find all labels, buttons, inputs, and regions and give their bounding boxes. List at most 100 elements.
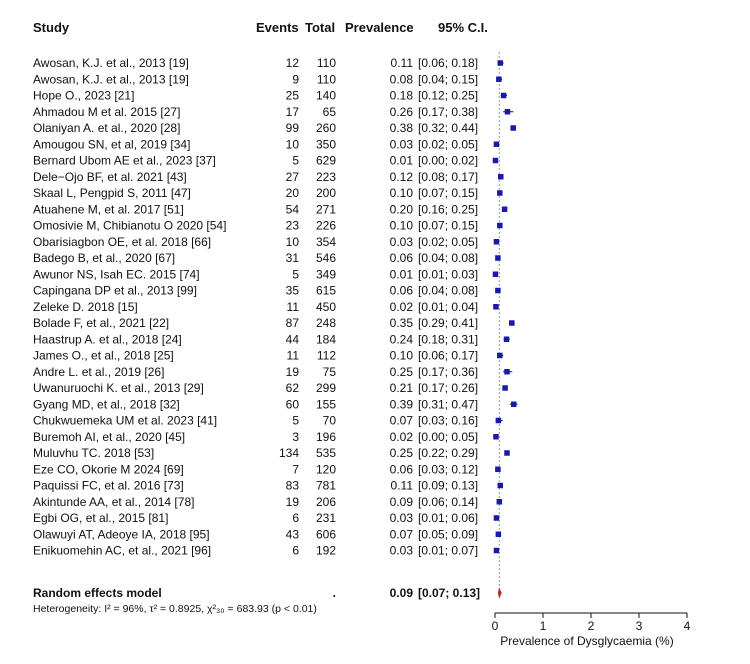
prevalence-value: 0.39 [390, 397, 414, 411]
study-box [498, 174, 504, 180]
study-box [495, 287, 501, 294]
prevalence-value: 0.03 [390, 544, 414, 558]
ci-value: [0.01; 0.03] [418, 267, 478, 281]
prevalence-value: 0.02 [390, 430, 414, 444]
study-label: Uwanuruochi K. et al., 2013 [29] [33, 381, 204, 395]
total-value: 271 [316, 202, 336, 216]
total-value: 231 [316, 511, 336, 525]
summary-prevalence: 0.09 [390, 586, 414, 600]
study-label: Amougou SN, et al, 2019 [34] [33, 137, 190, 151]
study-label: Egbi OG, et al., 2015 [81] [33, 511, 168, 525]
summary-label: Random effects model [33, 586, 162, 600]
study-label: Olaniyan A. et al., 2020 [28] [33, 121, 180, 135]
study-box [496, 499, 503, 505]
study-label: Omosivie M, Chibianotu O 2020 [54] [33, 219, 226, 233]
study-box [497, 190, 503, 196]
events-value: 44 [286, 332, 300, 346]
total-value: 350 [316, 137, 336, 151]
total-value: 450 [316, 300, 336, 314]
total-value: 299 [316, 381, 336, 395]
prevalence-value: 0.01 [390, 154, 414, 168]
study-label: Awunor NS, Isah EC. 2015 [74] [33, 267, 200, 281]
x-tick-label: 1 [540, 619, 547, 633]
study-box [495, 531, 502, 537]
study-box [504, 109, 511, 115]
study-label: Hope O., 2023 [21] [33, 89, 134, 103]
study-box [492, 157, 499, 164]
events-value: 5 [292, 414, 299, 428]
total-value: 65 [323, 105, 337, 119]
study-box [503, 336, 510, 342]
prevalence-value: 0.25 [390, 446, 414, 460]
study-box [497, 352, 503, 359]
ci-value: [0.29; 0.41] [418, 316, 478, 330]
ci-value: [0.05; 0.09] [418, 527, 478, 541]
prevalence-value: 0.24 [390, 332, 414, 346]
study-box [493, 547, 500, 554]
study-label: Olawuyi AT, Adeoye IA, 2018 [95] [33, 527, 210, 541]
total-value: 112 [317, 349, 336, 363]
study-label: Capingana DP et al., 2013 [99] [33, 284, 197, 298]
events-value: 10 [286, 235, 300, 249]
events-value: 60 [286, 397, 300, 411]
ci-value: [0.18; 0.31] [418, 332, 478, 346]
study-label: Gyang MD, et al., 2018 [32] [33, 397, 180, 411]
events-value: 87 [286, 316, 300, 330]
total-value: 546 [316, 251, 336, 265]
prevalence-value: 0.01 [390, 267, 414, 281]
ci-value: [0.06; 0.18] [418, 56, 478, 70]
total-value: 120 [316, 462, 336, 476]
study-box [497, 482, 504, 489]
header-study: Study [33, 20, 70, 35]
events-value: 11 [287, 349, 300, 363]
total-value: 206 [316, 495, 336, 509]
study-label: Buremoh AI, et al., 2020 [45] [33, 430, 185, 444]
prevalence-value: 0.06 [390, 284, 414, 298]
total-value: 606 [316, 527, 336, 541]
ci-value: [0.12; 0.25] [418, 89, 478, 103]
total-value: 200 [316, 186, 336, 200]
study-box [493, 141, 500, 147]
total-value: 248 [316, 316, 336, 330]
study-label: Haastrup A. et al., 2018 [24] [33, 332, 182, 346]
events-value: 23 [286, 219, 300, 233]
total-value: 615 [316, 284, 336, 298]
total-value: 354 [316, 235, 336, 249]
study-box [495, 255, 501, 261]
events-value: 62 [286, 381, 300, 395]
study-box [496, 76, 502, 82]
study-label: Enikuomehin AC, et al., 2021 [96] [33, 544, 211, 558]
header-ci: 95% C.I. [438, 20, 488, 35]
x-tick-label: 4 [684, 619, 691, 633]
study-label: Bolade F, et al., 2021 [22] [33, 316, 169, 330]
events-value: 35 [286, 284, 300, 298]
study-box [510, 401, 517, 407]
events-value: 10 [286, 137, 300, 151]
prevalence-value: 0.02 [390, 300, 414, 314]
ci-value: [0.04; 0.08] [418, 284, 478, 298]
header-events: Events [256, 20, 299, 35]
events-value: 43 [286, 527, 300, 541]
events-value: 3 [292, 430, 299, 444]
total-value: 184 [316, 332, 336, 346]
study-box [493, 515, 500, 521]
study-label: Andre L. et al., 2019 [26] [33, 365, 164, 379]
x-tick-label: 3 [636, 619, 643, 633]
events-value: 54 [286, 202, 300, 216]
ci-value: [0.01; 0.07] [418, 544, 478, 558]
summary-events: . [333, 586, 336, 600]
study-label: Ahmadou M et al. 2015 [27] [33, 105, 180, 119]
total-value: 75 [323, 365, 337, 379]
events-value: 99 [286, 121, 300, 135]
study-box [493, 434, 499, 440]
total-value: 223 [316, 170, 336, 184]
study-label: Chukwuemeka UM et al. 2023 [41] [33, 414, 217, 428]
study-box [497, 60, 504, 66]
study-label: Bernard Ubom AE et al., 2023 [37] [33, 154, 216, 168]
study-label: Awosan, K.J. et al., 2013 [19] [33, 56, 189, 70]
prevalence-value: 0.07 [390, 527, 414, 541]
events-value: 31 [286, 251, 300, 265]
ci-value: [0.06; 0.17] [418, 349, 478, 363]
x-tick-label: 2 [588, 619, 595, 633]
ci-value: [0.08; 0.17] [418, 170, 478, 184]
